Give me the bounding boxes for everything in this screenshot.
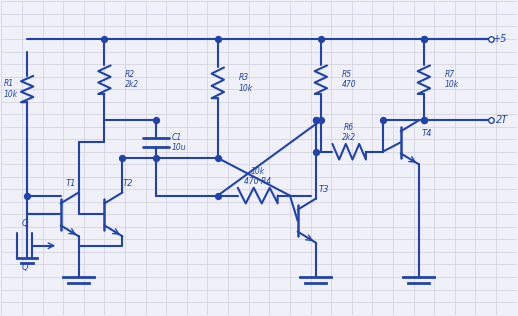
Text: T1: T1 <box>66 179 76 188</box>
Text: +5: +5 <box>494 34 508 44</box>
Point <box>316 36 325 41</box>
Point <box>379 118 387 123</box>
Point <box>213 155 222 161</box>
Text: 10k
470 R4: 10k 470 R4 <box>244 167 271 186</box>
Point <box>420 118 428 123</box>
Point <box>311 118 320 123</box>
Text: R6
2k2: R6 2k2 <box>342 123 356 142</box>
Point <box>311 118 320 123</box>
Point <box>152 118 160 123</box>
Text: Q: Q <box>22 219 28 228</box>
Point <box>316 118 325 123</box>
Text: R2
2k2: R2 2k2 <box>125 70 139 89</box>
Text: R1
10k: R1 10k <box>4 79 18 99</box>
Text: T4: T4 <box>421 129 432 138</box>
Point <box>420 36 428 41</box>
Text: Q: Q <box>22 263 28 272</box>
Point <box>213 36 222 41</box>
Text: T3: T3 <box>318 185 329 194</box>
Text: R7
10k: R7 10k <box>444 70 458 89</box>
Text: R3
10k: R3 10k <box>238 73 252 93</box>
Point <box>100 36 109 41</box>
Point <box>311 149 320 154</box>
Text: 2T: 2T <box>496 115 508 125</box>
Point <box>23 193 31 198</box>
Text: T2: T2 <box>122 179 133 188</box>
Text: R5
470: R5 470 <box>341 70 356 89</box>
Text: C1
10u: C1 10u <box>171 133 186 152</box>
Point <box>213 193 222 198</box>
Point <box>420 118 428 123</box>
Point <box>420 36 428 41</box>
Point <box>152 155 160 161</box>
Point <box>118 155 126 161</box>
